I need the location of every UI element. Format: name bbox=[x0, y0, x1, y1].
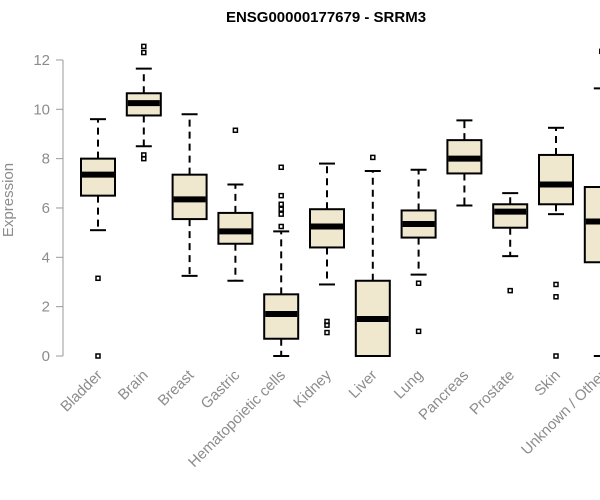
box-bladder bbox=[80, 118, 116, 359]
outlier-point bbox=[95, 353, 101, 359]
x-category-label: Gastric bbox=[198, 366, 244, 412]
y-tick-label: 10 bbox=[33, 101, 50, 118]
box-iqr bbox=[538, 153, 574, 206]
box-gastric bbox=[217, 127, 254, 282]
x-category-label: Prostate bbox=[466, 367, 518, 419]
y-tick-label: 6 bbox=[42, 200, 50, 217]
y-axis-label: Expression bbox=[0, 163, 17, 237]
outlier-point bbox=[324, 329, 330, 336]
box-prostate bbox=[492, 192, 529, 294]
box-hematopoietic-cells bbox=[263, 164, 300, 357]
x-category-label: Kidney bbox=[290, 366, 335, 411]
outlier-point bbox=[370, 154, 376, 161]
box-liver bbox=[354, 154, 391, 357]
outlier-point bbox=[95, 275, 101, 282]
outlier-point bbox=[553, 353, 559, 359]
x-category-label: Skin bbox=[531, 367, 564, 400]
outlier-point bbox=[141, 49, 147, 56]
outlier-point bbox=[278, 206, 284, 212]
box-kidney bbox=[309, 162, 345, 336]
outlier-point bbox=[278, 211, 284, 217]
outlier-point bbox=[553, 294, 559, 300]
box-lung bbox=[400, 168, 437, 335]
x-category-label: Liver bbox=[346, 367, 381, 402]
outlier-point bbox=[232, 127, 239, 134]
y-tick-label: 2 bbox=[42, 299, 50, 316]
box-breast bbox=[171, 113, 208, 277]
box-iqr bbox=[583, 186, 600, 264]
x-category-label: Lung bbox=[391, 367, 427, 403]
x-category-label: Bladder bbox=[57, 367, 106, 416]
outlier-point bbox=[141, 43, 147, 50]
box-skin bbox=[538, 126, 574, 359]
outlier-point bbox=[553, 281, 559, 288]
x-category-label: Brain bbox=[115, 367, 152, 404]
y-tick-label: 0 bbox=[42, 348, 50, 365]
chart-title: ENSG00000177679 - SRRM3 bbox=[226, 9, 426, 26]
y-axis: 0 2 4 6 8 10 12 bbox=[33, 52, 64, 365]
x-category-label: Breast bbox=[155, 366, 198, 409]
x-category-label: Pancreas bbox=[415, 367, 472, 424]
y-tick-label: 8 bbox=[42, 151, 50, 168]
outlier-point bbox=[278, 223, 284, 230]
outlier-point bbox=[141, 155, 147, 162]
outlier-point bbox=[324, 322, 330, 328]
box-unknown-other bbox=[583, 48, 600, 357]
box-iqr bbox=[217, 211, 254, 245]
y-tick-label: 4 bbox=[42, 249, 50, 266]
outlier-point bbox=[278, 201, 284, 208]
boxes-group bbox=[80, 43, 600, 359]
outlier-point bbox=[278, 192, 284, 199]
outlier-point bbox=[507, 287, 513, 294]
box-brain bbox=[125, 43, 162, 162]
box-iqr bbox=[492, 203, 529, 229]
outlier-point bbox=[415, 328, 422, 335]
y-tick-label: 12 bbox=[33, 52, 50, 69]
box-pancreas bbox=[446, 119, 483, 207]
outlier-point bbox=[415, 280, 422, 286]
outlier-point bbox=[278, 164, 284, 171]
